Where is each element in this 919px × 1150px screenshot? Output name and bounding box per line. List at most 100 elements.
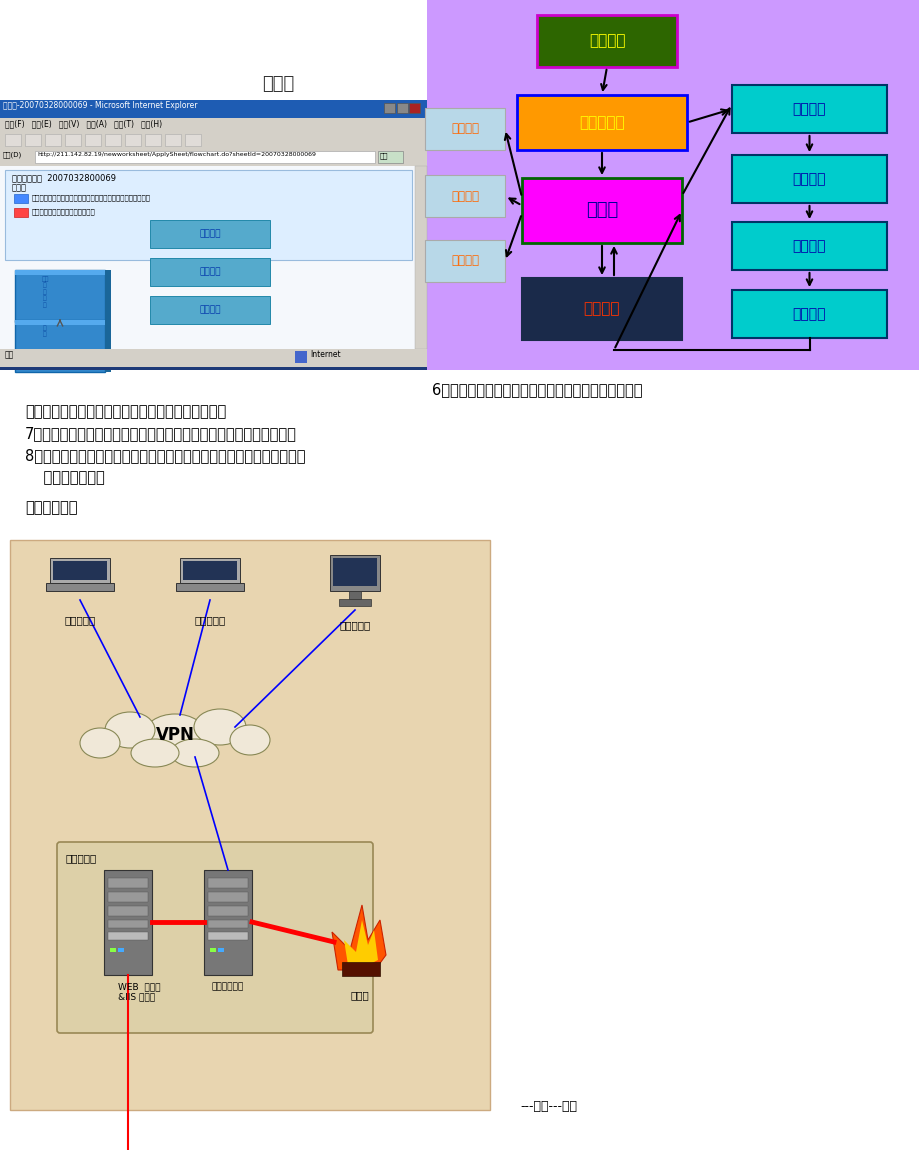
Bar: [218, 948, 223, 952]
Text: 工单受理: 工单受理: [199, 230, 221, 238]
Text: 系统管理: 系统管理: [584, 301, 619, 316]
Bar: [5, 170, 412, 260]
Text: 中心服务器: 中心服务器: [65, 853, 96, 862]
Bar: [425, 240, 505, 282]
Bar: [381, 100, 426, 118]
Bar: [0, 118, 426, 132]
Bar: [105, 135, 121, 146]
Bar: [15, 270, 105, 275]
Bar: [25, 135, 41, 146]
Bar: [180, 558, 240, 583]
Bar: [409, 104, 420, 113]
Ellipse shape: [144, 714, 206, 756]
Text: 工单处理: 工单处理: [199, 268, 221, 276]
Text: 防火墙: 防火墙: [350, 990, 369, 1000]
Bar: [0, 166, 426, 348]
Bar: [204, 871, 252, 975]
Bar: [0, 100, 426, 118]
Bar: [110, 948, 116, 952]
Bar: [210, 948, 216, 952]
Text: http://211.142.82.19/newworksheet/ApplySheet/flowchart.do?sheetId=20070328000069: http://211.142.82.19/newworksheet/ApplyS…: [37, 152, 315, 158]
Bar: [295, 351, 307, 363]
Bar: [10, 540, 490, 1110]
Bar: [383, 104, 394, 113]
Bar: [208, 932, 248, 940]
Bar: [414, 166, 426, 348]
Bar: [537, 15, 676, 67]
Text: 处理部门、处理人员和相应的权限，规定处理流程。: 处理部门、处理人员和相应的权限，规定处理流程。: [25, 404, 226, 419]
Text: 文件(F)   编辑(E)   查看(V)   收藏(A)   工具(T)   帮助(H): 文件(F) 编辑(E) 查看(V) 收藏(A) 工具(T) 帮助(H): [5, 118, 162, 128]
Text: 三．系统构成: 三．系统构成: [25, 500, 77, 515]
Bar: [108, 932, 148, 940]
Text: Internet: Internet: [310, 350, 340, 359]
Bar: [732, 85, 886, 133]
Bar: [0, 348, 426, 367]
Text: 此操作已完成或暂可能就不会开始（例如需机系统的处理部门）: 此操作已完成或暂可能就不会开始（例如需机系统的处理部门）: [32, 194, 151, 200]
Bar: [176, 583, 244, 591]
Bar: [521, 178, 681, 243]
Text: 工单监控: 工单监控: [450, 123, 479, 136]
Bar: [65, 135, 81, 146]
Text: 工单受理: 工单受理: [792, 102, 825, 116]
Bar: [145, 135, 161, 146]
Bar: [521, 278, 681, 340]
Text: 转到: 转到: [380, 152, 388, 159]
Bar: [208, 906, 248, 917]
Bar: [150, 296, 269, 324]
Bar: [185, 135, 200, 146]
Text: 浏览查询: 浏览查询: [450, 190, 479, 202]
Text: 远程访问者: 远程访问者: [64, 615, 96, 624]
Bar: [333, 558, 377, 585]
Bar: [378, 151, 403, 163]
Bar: [15, 320, 105, 371]
Text: 6．工单系统管理：对工单系统进行管理，设置相应的: 6．工单系统管理：对工单系统进行管理，设置相应的: [432, 382, 641, 397]
Bar: [0, 367, 426, 370]
Text: 工单流水号：  2007032800069: 工单流水号： 2007032800069: [12, 172, 116, 182]
Text: 工单回复: 工单回复: [792, 307, 825, 321]
Polygon shape: [332, 905, 386, 969]
Bar: [14, 194, 28, 204]
Text: 完成: 完成: [5, 350, 14, 359]
Bar: [85, 135, 101, 146]
Bar: [732, 290, 886, 338]
Text: 修改
个
人
资
质: 修改 个 人 资 质: [41, 276, 49, 308]
Bar: [208, 877, 248, 888]
Bar: [105, 320, 111, 371]
Text: 工单派发: 工单派发: [792, 172, 825, 186]
FancyBboxPatch shape: [57, 842, 372, 1033]
Bar: [35, 151, 375, 163]
Text: ---专注---专业: ---专注---专业: [519, 1101, 576, 1113]
Text: 修改个人资: 修改个人资: [579, 115, 624, 130]
Bar: [125, 135, 141, 146]
Bar: [516, 95, 686, 150]
Text: 8．电子公告论坛：集电子公告，投诉知识库，投诉案例库功能于一身。: 8．电子公告论坛：集电子公告，投诉知识库，投诉案例库功能于一身。: [25, 448, 305, 463]
Bar: [5, 135, 21, 146]
Text: 完
成: 完 成: [43, 325, 47, 337]
Ellipse shape: [171, 739, 219, 767]
Ellipse shape: [130, 739, 179, 767]
Bar: [150, 258, 269, 286]
Text: 流程图-20070328000069 - Microsoft Internet Explorer: 流程图-20070328000069 - Microsoft Internet …: [3, 101, 198, 110]
Bar: [14, 208, 28, 217]
Text: 二．操作流程：: 二．操作流程：: [25, 470, 105, 485]
Text: 系统登陆: 系统登陆: [588, 33, 625, 48]
Bar: [46, 583, 114, 591]
Ellipse shape: [80, 728, 119, 758]
Bar: [150, 220, 269, 248]
Bar: [45, 135, 61, 146]
Text: VPN: VPN: [155, 726, 194, 744]
Text: 工单回复: 工单回复: [199, 306, 221, 314]
Text: 范例：: 范例：: [12, 183, 27, 192]
Bar: [53, 561, 107, 581]
Text: WEB  服务器: WEB 服务器: [118, 982, 160, 991]
Bar: [0, 0, 426, 370]
Bar: [15, 270, 105, 322]
Bar: [108, 920, 148, 928]
Bar: [425, 175, 505, 217]
Bar: [732, 155, 886, 204]
Text: 此操作未完成或是需等待下级处理: 此操作未完成或是需等待下级处理: [32, 208, 96, 215]
Text: 数据库: 数据库: [585, 201, 618, 220]
Text: 工单处理: 工单处理: [792, 239, 825, 253]
Text: 远程访问者: 远程访问者: [339, 620, 370, 630]
Ellipse shape: [194, 710, 245, 745]
